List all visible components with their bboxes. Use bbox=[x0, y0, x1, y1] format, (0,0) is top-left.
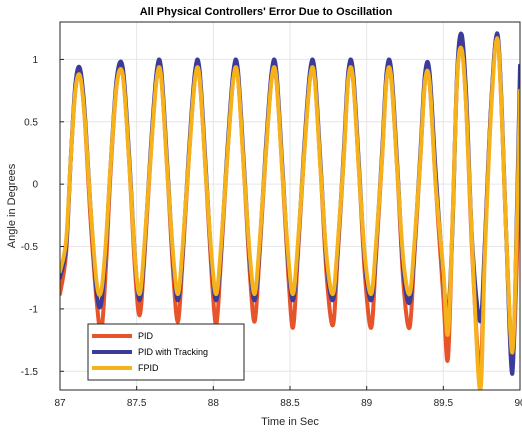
legend-label-pid: PID bbox=[138, 331, 154, 341]
y-tick-label: -1 bbox=[29, 304, 38, 315]
x-axis-ticks: 87 87.5 88 88.5 89 89.5 90 bbox=[54, 386, 522, 409]
x-tick-label: 89.5 bbox=[434, 398, 454, 409]
y-tick-label: -0.5 bbox=[21, 242, 39, 253]
legend-label-fpid: FPID bbox=[138, 363, 159, 373]
y-axis-ticks: -1.5 -1 -0.5 0 0.5 1 bbox=[21, 55, 64, 378]
x-tick-label: 89 bbox=[361, 398, 373, 409]
x-tick-label: 90 bbox=[514, 398, 522, 409]
y-tick-label: 1 bbox=[32, 55, 38, 66]
x-tick-label: 87 bbox=[54, 398, 66, 409]
legend-label-pid-with-tracking: PID with Tracking bbox=[138, 347, 208, 357]
plot-series bbox=[60, 31, 520, 390]
y-tick-label: -1.5 bbox=[21, 367, 39, 378]
x-tick-label: 88.5 bbox=[280, 398, 300, 409]
y-tick-label: 0.5 bbox=[24, 117, 38, 128]
legend: PID PID with Tracking FPID bbox=[87, 323, 245, 381]
x-axis-label: Time in Sec bbox=[261, 416, 319, 428]
x-tick-label: 88 bbox=[208, 398, 220, 409]
series-line-fpid bbox=[60, 36, 520, 390]
y-tick-label: 0 bbox=[32, 180, 38, 191]
chart-title: All Physical Controllers' Error Due to O… bbox=[140, 6, 393, 18]
x-tick-label: 87.5 bbox=[127, 398, 147, 409]
y-axis-label: Angle in Degrees bbox=[6, 163, 18, 248]
